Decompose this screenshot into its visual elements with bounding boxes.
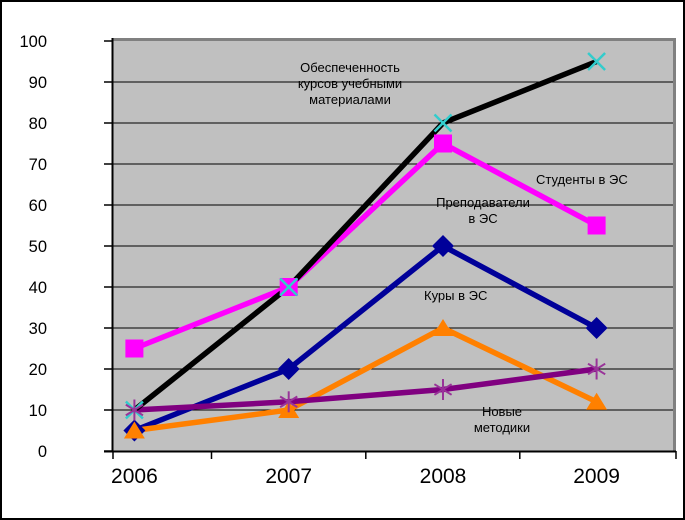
- x-axis-tick-label: 2009: [573, 465, 620, 488]
- plot-border-right: [673, 38, 676, 451]
- marker-x-cross: [587, 52, 606, 71]
- y-axis-tick-label: 30: [29, 320, 47, 338]
- marker-asterisk: [125, 403, 144, 417]
- marker-triangle: [432, 319, 454, 336]
- marker-x-cross: [433, 113, 453, 133]
- marker-diamond: [277, 358, 300, 380]
- series-line-1: [133, 140, 598, 352]
- y-axis-tick-label: 20: [29, 361, 47, 379]
- marker-triangle: [586, 392, 608, 410]
- y-axis-tick-label: 100: [19, 33, 47, 51]
- y-axis-tick-label: 10: [29, 402, 47, 420]
- marker-diamond: [432, 235, 454, 257]
- x-axis-tick-label: 2006: [111, 465, 158, 488]
- y-axis-tick-label: 50: [29, 238, 47, 256]
- marker-square: [125, 339, 144, 358]
- series-line-2: [133, 242, 598, 434]
- x-axis-tick-label: 2007: [265, 465, 312, 488]
- plot-border-top: [113, 38, 676, 41]
- marker-square: [434, 134, 452, 153]
- marker-square: [587, 216, 606, 235]
- marker-asterisk: [433, 383, 453, 396]
- x-axis-tick-label: 2008: [420, 465, 467, 488]
- marker-x-cross: [279, 277, 299, 297]
- y-axis-tick-label: 0: [38, 443, 47, 461]
- marker-triangle: [123, 421, 145, 439]
- y-axis-tick-label: 90: [29, 74, 47, 92]
- y-axis-tick-label: 80: [29, 115, 47, 133]
- marker-asterisk: [587, 362, 606, 376]
- y-axis-tick-label: 70: [29, 156, 47, 174]
- series-line-0: [132, 58, 598, 413]
- marker-asterisk: [279, 395, 298, 408]
- marker-diamond: [585, 317, 608, 339]
- series-line-3: [134, 324, 598, 434]
- series-line-4: [134, 366, 597, 413]
- y-axis-tick-label: 60: [29, 197, 47, 215]
- y-axis-tick-label: 40: [29, 279, 47, 297]
